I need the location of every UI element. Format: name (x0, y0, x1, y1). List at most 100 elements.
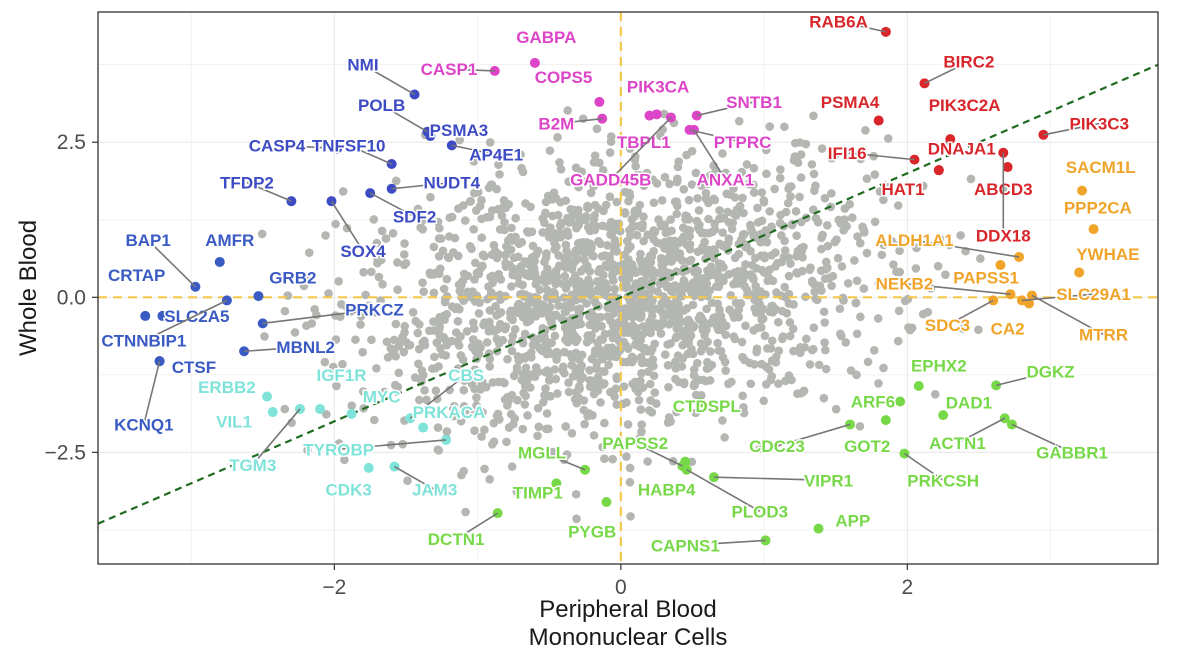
background-point (672, 177, 682, 187)
gene-label: CTSF (172, 358, 216, 377)
background-point (817, 244, 826, 254)
background-point (601, 200, 611, 210)
background-point (513, 252, 523, 262)
background-point (766, 344, 776, 353)
background-point (542, 285, 552, 295)
background-point (966, 174, 976, 184)
background-point (331, 219, 340, 229)
background-point (715, 305, 724, 315)
background-point (752, 288, 761, 298)
highlight-point (913, 380, 924, 391)
background-point (820, 274, 830, 283)
leader-line (685, 539, 766, 547)
background-point (679, 306, 689, 315)
background-point (727, 224, 737, 234)
highlight-point (945, 134, 956, 145)
background-point (583, 411, 592, 421)
background-point (801, 139, 811, 149)
background-point (587, 241, 596, 251)
background-point (441, 351, 451, 360)
background-point (610, 284, 620, 294)
background-point (642, 168, 652, 178)
background-point (465, 241, 475, 251)
background-point (470, 365, 480, 375)
background-point (624, 196, 633, 206)
background-point (600, 418, 609, 428)
background-point (605, 148, 615, 157)
background-point (630, 207, 639, 217)
background-point (526, 348, 536, 357)
background-point (358, 347, 367, 357)
background-point (542, 120, 551, 129)
highlight-point (529, 57, 540, 68)
background-point (561, 422, 570, 431)
background-point (562, 450, 572, 459)
gene-label: CA2 (991, 319, 1025, 338)
background-point (770, 184, 779, 194)
background-point (546, 272, 556, 282)
background-point (895, 240, 904, 249)
background-point (389, 345, 399, 355)
background-point (550, 365, 560, 374)
background-point (569, 205, 579, 215)
background-point (334, 439, 344, 448)
gene-label: DCTN1 (428, 530, 485, 549)
background-point (334, 277, 343, 286)
background-point (503, 354, 512, 364)
background-point (639, 212, 648, 221)
background-point (414, 344, 424, 354)
background-point (512, 363, 522, 372)
x-tick-label: 0 (615, 576, 627, 599)
gene-label: NMI (347, 56, 378, 75)
background-point (852, 276, 862, 286)
background-point (730, 193, 740, 202)
background-point (767, 250, 776, 260)
leader-line (947, 299, 994, 326)
gene-label: TGM3 (229, 456, 276, 475)
background-point (767, 222, 776, 231)
gene-label: YWHAE (1076, 245, 1139, 264)
background-point (590, 346, 600, 355)
background-point (697, 228, 706, 238)
background-point (543, 345, 552, 354)
background-point (621, 283, 631, 293)
highlight-point (938, 410, 949, 421)
background-point (660, 172, 670, 182)
background-point (626, 135, 636, 145)
gene-label: RAB6A (809, 12, 868, 31)
background-point (874, 379, 883, 388)
background-point (884, 182, 894, 192)
background-point (502, 242, 511, 251)
background-point (552, 272, 562, 282)
background-point (592, 124, 602, 134)
leader-line (1043, 122, 1100, 136)
background-point (846, 366, 856, 375)
background-point (718, 228, 728, 237)
background-point (650, 388, 660, 397)
background-point (918, 309, 928, 319)
background-point (579, 396, 589, 405)
background-point (788, 324, 798, 334)
background-point (809, 111, 818, 121)
gene-label: PAPSS2 (602, 434, 668, 453)
background-point (780, 246, 790, 255)
background-point (663, 340, 672, 349)
background-point (507, 390, 517, 400)
leader-line (381, 104, 428, 133)
background-point (751, 253, 760, 263)
background-point (1000, 183, 1009, 193)
background-point (433, 423, 443, 432)
gene-label: TYROBP (303, 440, 374, 459)
background-point (381, 234, 391, 243)
gene-label: SLC29A1 (1056, 285, 1131, 304)
gene-label: ACTN1 (929, 434, 986, 453)
leader-line (244, 346, 306, 353)
background-point (622, 452, 631, 461)
gene-label: TIMP1 (513, 484, 563, 503)
background-point (831, 404, 841, 414)
background-point (471, 258, 480, 268)
background-point (356, 311, 366, 321)
background-point (697, 181, 706, 190)
gene-label: JAM3 (412, 481, 457, 500)
background-point (540, 332, 549, 342)
